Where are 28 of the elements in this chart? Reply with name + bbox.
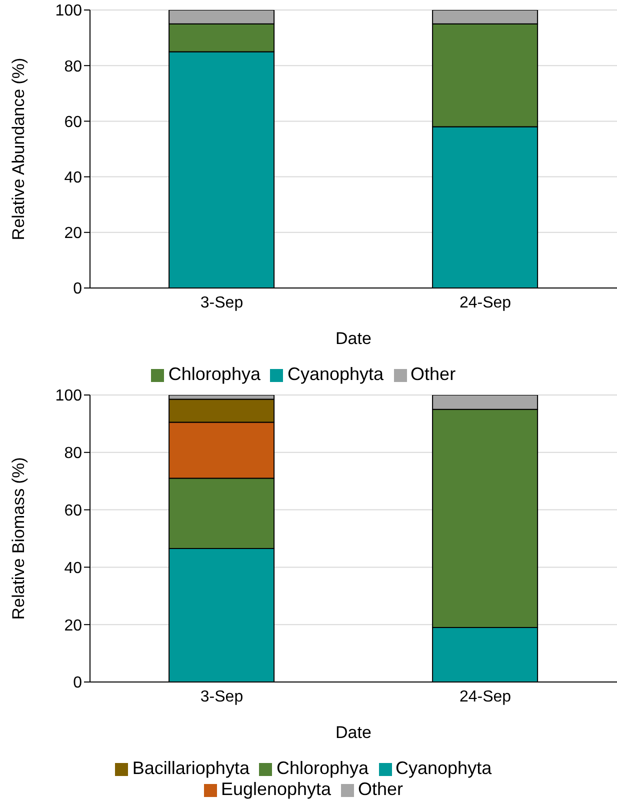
legend-label: Chlorophya <box>276 758 369 778</box>
y-tick-label: 0 <box>73 674 82 692</box>
y-tick-label: 80 <box>64 58 82 76</box>
y-tick-label: 60 <box>64 114 82 131</box>
x-tick-label: 24-Sep <box>459 688 512 706</box>
legend-label: Bacillariophyta <box>132 758 250 778</box>
y-tick-label: 80 <box>64 445 82 462</box>
x-tick-label: 3-Sep <box>200 688 244 706</box>
legend-label: Cyanophyta <box>287 364 384 384</box>
y-axis-title: Relative Biomass (%) <box>9 457 28 620</box>
legend-label: Cyanophyta <box>396 758 492 778</box>
y-axis-title: Relative Abundance (%) <box>9 58 28 240</box>
x-tick-label: 3-Sep <box>200 294 244 312</box>
y-tick-label: 0 <box>73 280 82 298</box>
legend-label: Other <box>358 779 404 799</box>
y-tick-label: 40 <box>64 560 82 577</box>
y-tick-label: 40 <box>64 169 82 186</box>
y-tick-label: 20 <box>64 617 82 634</box>
y-tick-label: 20 <box>64 225 82 242</box>
y-tick-label: 100 <box>55 388 82 405</box>
y-tick-label: 100 <box>55 2 82 20</box>
x-tick-label: 24-Sep <box>459 294 512 312</box>
x-axis-title: Date <box>336 329 372 348</box>
x-axis-title: Date <box>336 723 372 742</box>
legend-label: Chlorophya <box>168 364 260 384</box>
legend-label: Other <box>410 364 456 384</box>
y-tick-label: 60 <box>64 502 82 520</box>
legend-label: Euglenophyta <box>220 779 332 799</box>
